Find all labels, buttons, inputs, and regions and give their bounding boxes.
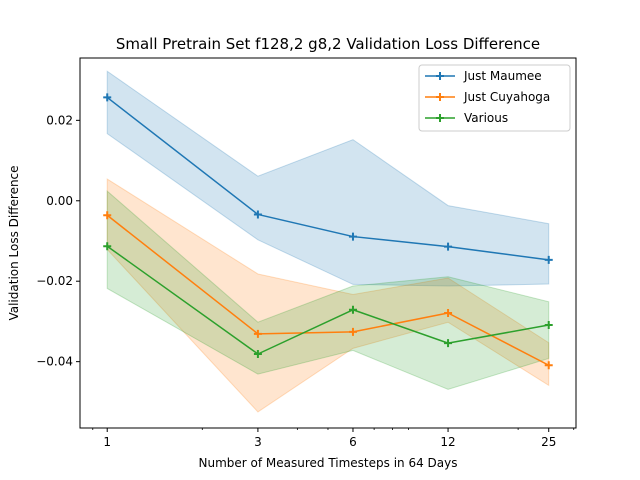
x-tick-label: 12 bbox=[440, 435, 455, 449]
just-cuyahoga-point bbox=[348, 327, 357, 336]
just-cuyahoga-band bbox=[106, 178, 550, 413]
y-axis-label: Validation Loss Difference bbox=[7, 165, 21, 320]
x-tick-label: 3 bbox=[254, 435, 262, 449]
various-legend-marker bbox=[436, 114, 444, 122]
just-cuyahoga-point bbox=[253, 329, 262, 338]
legend: Just Maumee Just Cuyahoga Various bbox=[418, 64, 571, 132]
just-cuyahoga-point bbox=[544, 361, 553, 370]
various-point bbox=[253, 350, 262, 358]
just-maumee-point bbox=[444, 242, 453, 251]
just-cuyahoga-legend-label: Just Cuyahoga bbox=[463, 90, 550, 104]
y-axis-ticks: 0.02 0.00 −0.02 −0.04 bbox=[36, 113, 80, 369]
just-maumee-point bbox=[103, 93, 112, 102]
just-maumee-legend-label: Just Maumee bbox=[463, 69, 542, 83]
just-cuyahoga-legend-marker bbox=[436, 93, 444, 101]
series-markers bbox=[103, 93, 553, 370]
x-tick-label: 6 bbox=[349, 435, 357, 449]
y-tick-label: 0.00 bbox=[46, 194, 73, 208]
various-point bbox=[103, 242, 112, 251]
x-tick-label: 1 bbox=[103, 435, 111, 449]
just-maumee-point bbox=[348, 232, 357, 241]
just-cuyahoga-point bbox=[444, 308, 453, 317]
x-axis-label: Number of Measured Timesteps in 64 Days bbox=[198, 456, 457, 470]
x-tick-label: 25 bbox=[541, 435, 556, 449]
y-tick-label: 0.02 bbox=[46, 113, 73, 127]
just-maumee-point bbox=[544, 255, 553, 264]
just-maumee-band bbox=[106, 70, 550, 287]
various-point bbox=[544, 321, 553, 330]
just-cuyahoga-point bbox=[103, 211, 112, 220]
various-legend-label: Various bbox=[464, 111, 508, 125]
legend-box bbox=[418, 64, 571, 132]
x-axis-ticks: 1 3 6 12 25 bbox=[92, 428, 575, 449]
just-maumee-point bbox=[253, 210, 262, 219]
chart-title: Small Pretrain Set f128,2 g8,2 Validatio… bbox=[116, 35, 540, 53]
various-point bbox=[348, 305, 357, 314]
y-tick-label: −0.02 bbox=[36, 274, 73, 288]
y-tick-label: −0.04 bbox=[36, 355, 73, 369]
various-point bbox=[444, 339, 453, 348]
just-maumee-legend-marker bbox=[436, 72, 444, 80]
